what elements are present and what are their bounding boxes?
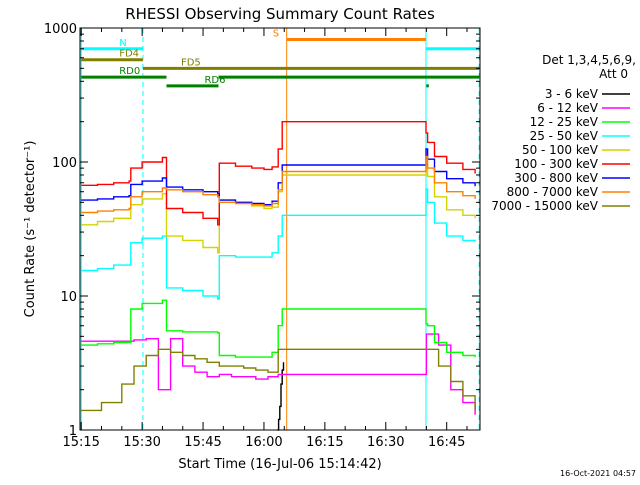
plot-frame: [79, 27, 481, 431]
series-line-25-50-kev: [81, 188, 476, 300]
flag-label-fd4: FD4: [119, 49, 139, 60]
x-axis-label: Start Time (16-Jul-06 15:14:42): [178, 457, 381, 472]
y-axis: 1 10 100 1000: [44, 22, 480, 439]
series-line-7000-15000-kev: [81, 348, 476, 412]
flag-bars: N S FD4 FD5 RD0 RD6: [81, 29, 480, 88]
legend-header-attenuator: Att 0: [599, 67, 628, 81]
flag-label-s: S: [273, 29, 279, 40]
y-tick-label-10: 10: [60, 290, 77, 305]
y-axis-label: Count Rate (s⁻¹ detector⁻¹): [23, 141, 38, 318]
footer-date: 16-Oct-2021 04:57: [560, 469, 636, 478]
legend-label-50-100-kev: 50 - 100 keV: [522, 143, 599, 157]
x-tick-label-15-15: 15:15: [62, 435, 99, 450]
x-tick-label-15-45: 15:45: [184, 435, 221, 450]
vertical-markers: [80, 28, 480, 430]
x-tick-label-15-30: 15:30: [123, 435, 160, 450]
flag-label-n: N: [119, 38, 126, 49]
legend-label-25-50-kev: 25 - 50 keV: [530, 129, 599, 143]
x-tick-label-16-00: 16:00: [245, 435, 282, 450]
series-line-100-300-kev: [81, 121, 476, 226]
legend-label-7000-15000-kev: 7000 - 15000 keV: [491, 199, 598, 213]
series-line-12-25-kev: [81, 299, 476, 358]
legend-label-800-7000-kev: 800 - 7000 keV: [507, 185, 599, 199]
x-axis: 15:15 15:30 15:45 16:00 16:15 16:30 16:45: [62, 28, 468, 450]
flag-label-rd0: RD0: [119, 66, 140, 77]
series-line-800-7000-kev: [81, 155, 476, 214]
chart-title: RHESSI Observing Summary Count Rates: [125, 5, 435, 23]
y-tick-label-1000: 1000: [44, 22, 77, 37]
x-tick-label-16-15: 16:15: [306, 435, 343, 450]
flag-label-fd5: FD5: [181, 57, 201, 68]
series-line-6-12-kev: [81, 333, 476, 415]
y-tick-label-100: 100: [52, 156, 77, 171]
legend-label-6-12-kev: 6 - 12 keV: [537, 101, 599, 115]
x-tick-label-16-45: 16:45: [428, 435, 465, 450]
legend-label-3-6-kev: 3 - 6 keV: [545, 87, 599, 101]
x-tick-label-16-30: 16:30: [367, 435, 404, 450]
legend-label-300-800-kev: 300 - 800 keV: [514, 171, 598, 185]
legend-label-100-300-kev: 100 - 300 keV: [514, 157, 598, 171]
y-tick-label-1: 1: [69, 424, 77, 439]
legend-label-12-25-kev: 12 - 25 keV: [530, 115, 599, 129]
flag-label-rd6: RD6: [204, 75, 225, 86]
series-line-300-800-kev: [81, 148, 476, 206]
series-line-3-6-kev: [277, 362, 285, 431]
legend-header-detectors: Det 1,3,4,5,6,9,: [542, 53, 636, 67]
series-lines: [81, 121, 476, 431]
